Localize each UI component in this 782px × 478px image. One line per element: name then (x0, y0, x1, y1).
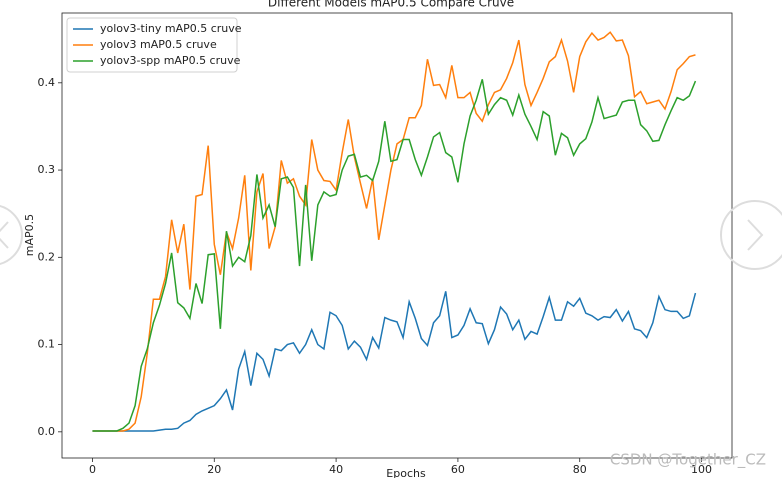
plot-frame (61, 12, 733, 459)
x-tick-label: 20 (207, 463, 221, 476)
legend-label: yolov3-tiny mAP0.5 cruve (100, 22, 242, 35)
x-tick-label: 100 (691, 463, 712, 476)
y-axis-label: mAP0.5 (23, 214, 36, 256)
legend-box (66, 17, 238, 73)
next-arrow (747, 219, 764, 251)
chart-title: Different Models mAP0.5 Compare Cruve (268, 0, 514, 10)
y-tick-label: 0.0 (38, 425, 56, 438)
y-tick-label: 0.4 (38, 76, 56, 89)
x-tick-label: 0 (89, 463, 96, 476)
line-series (92, 291, 697, 432)
line-series (92, 31, 696, 432)
x-tick-label: 40 (329, 463, 343, 476)
watermark: CSDN @Together_CZ (610, 451, 766, 470)
line-series (92, 79, 697, 432)
legend-label: yolov3 mAP0.5 cruve (100, 38, 217, 51)
y-tick-label: 0.1 (38, 338, 56, 351)
plot-area: 0 20 40 60 80 100 0.0 0.1 0.2 0.3 0.4 yolov3-tiny m… (38, 12, 733, 476)
x-tick-label: 60 (451, 463, 465, 476)
x-axis-label: Epochs (386, 467, 426, 478)
y-tick-label: 0.2 (38, 250, 56, 263)
x-tick-label: 80 (573, 463, 587, 476)
next-button[interactable] (720, 200, 782, 270)
prev-arrow (0, 221, 9, 249)
legend-label: yolov3-spp mAP0.5 cruve (100, 54, 241, 67)
prev-button[interactable] (0, 205, 23, 265)
y-tick-label: 0.3 (38, 163, 56, 176)
